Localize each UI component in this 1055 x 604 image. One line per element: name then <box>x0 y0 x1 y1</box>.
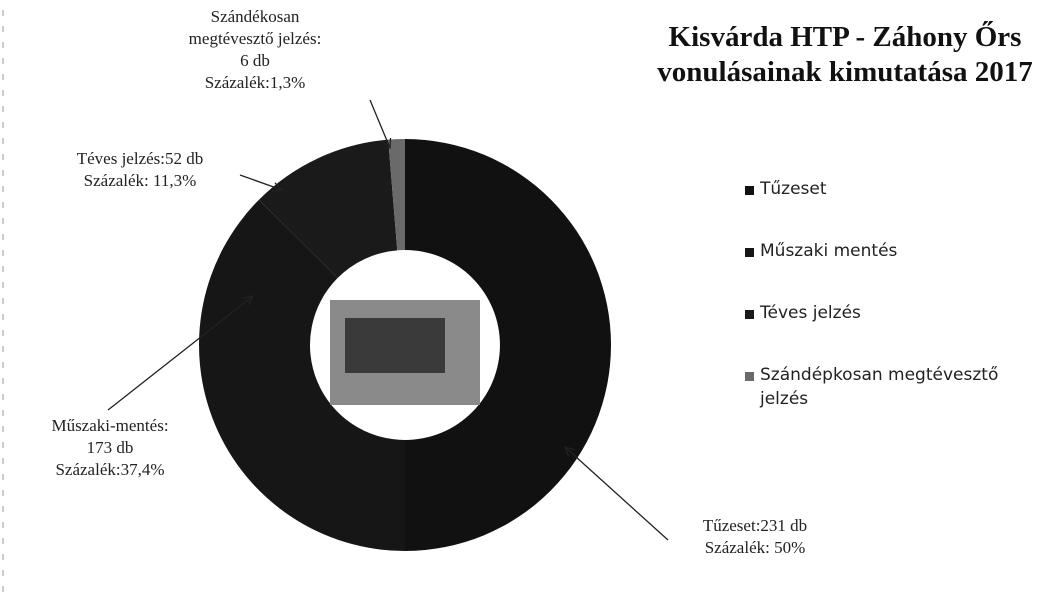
chart-title: Kisvárda HTP - Záhony Őrs vonulásainak k… <box>657 21 1033 89</box>
label-arrow <box>564 446 669 541</box>
legend-item: Műszaki mentés <box>745 240 1045 264</box>
legend-label: Műszaki mentés <box>760 241 898 261</box>
data-label: Téves jelzés:52 db Százalék: 11,3% <box>76 149 204 191</box>
legend-label: Tűzeset <box>760 179 827 199</box>
legend-swatch <box>745 248 754 257</box>
data-label: Műszaki-mentés: 173 db Százalék:37,4% <box>51 416 169 480</box>
center-photo-detail <box>345 318 445 373</box>
donut-slice <box>405 139 611 551</box>
arrow-head <box>271 182 284 192</box>
legend-label: Téves jelzés <box>760 303 861 323</box>
legend-swatch <box>745 310 754 319</box>
donut-slice <box>388 139 405 251</box>
legend-item: Tűzeset <box>745 178 1045 202</box>
legend-item: Szándépkosan megtévesztő jelzés <box>745 364 1045 412</box>
label-arrow <box>239 174 283 191</box>
label-arrow <box>107 295 254 411</box>
label-arrow <box>369 99 391 149</box>
data-label: Szándékosan megtévesztő jelzés: 6 db Szá… <box>188 7 322 93</box>
arrow-head <box>382 137 392 150</box>
legend-swatch <box>745 186 754 195</box>
donut-slice <box>258 139 398 279</box>
data-label: Tűzeset:231 db Százalék: 50% <box>702 516 808 558</box>
arrow-head <box>563 445 575 457</box>
legend-item: Téves jelzés <box>745 302 1045 326</box>
arrow-head <box>243 295 255 306</box>
legend-swatch <box>745 372 754 381</box>
donut-slice <box>199 199 405 552</box>
legend-label: Szándépkosan megtévesztő jelzés <box>760 365 999 409</box>
